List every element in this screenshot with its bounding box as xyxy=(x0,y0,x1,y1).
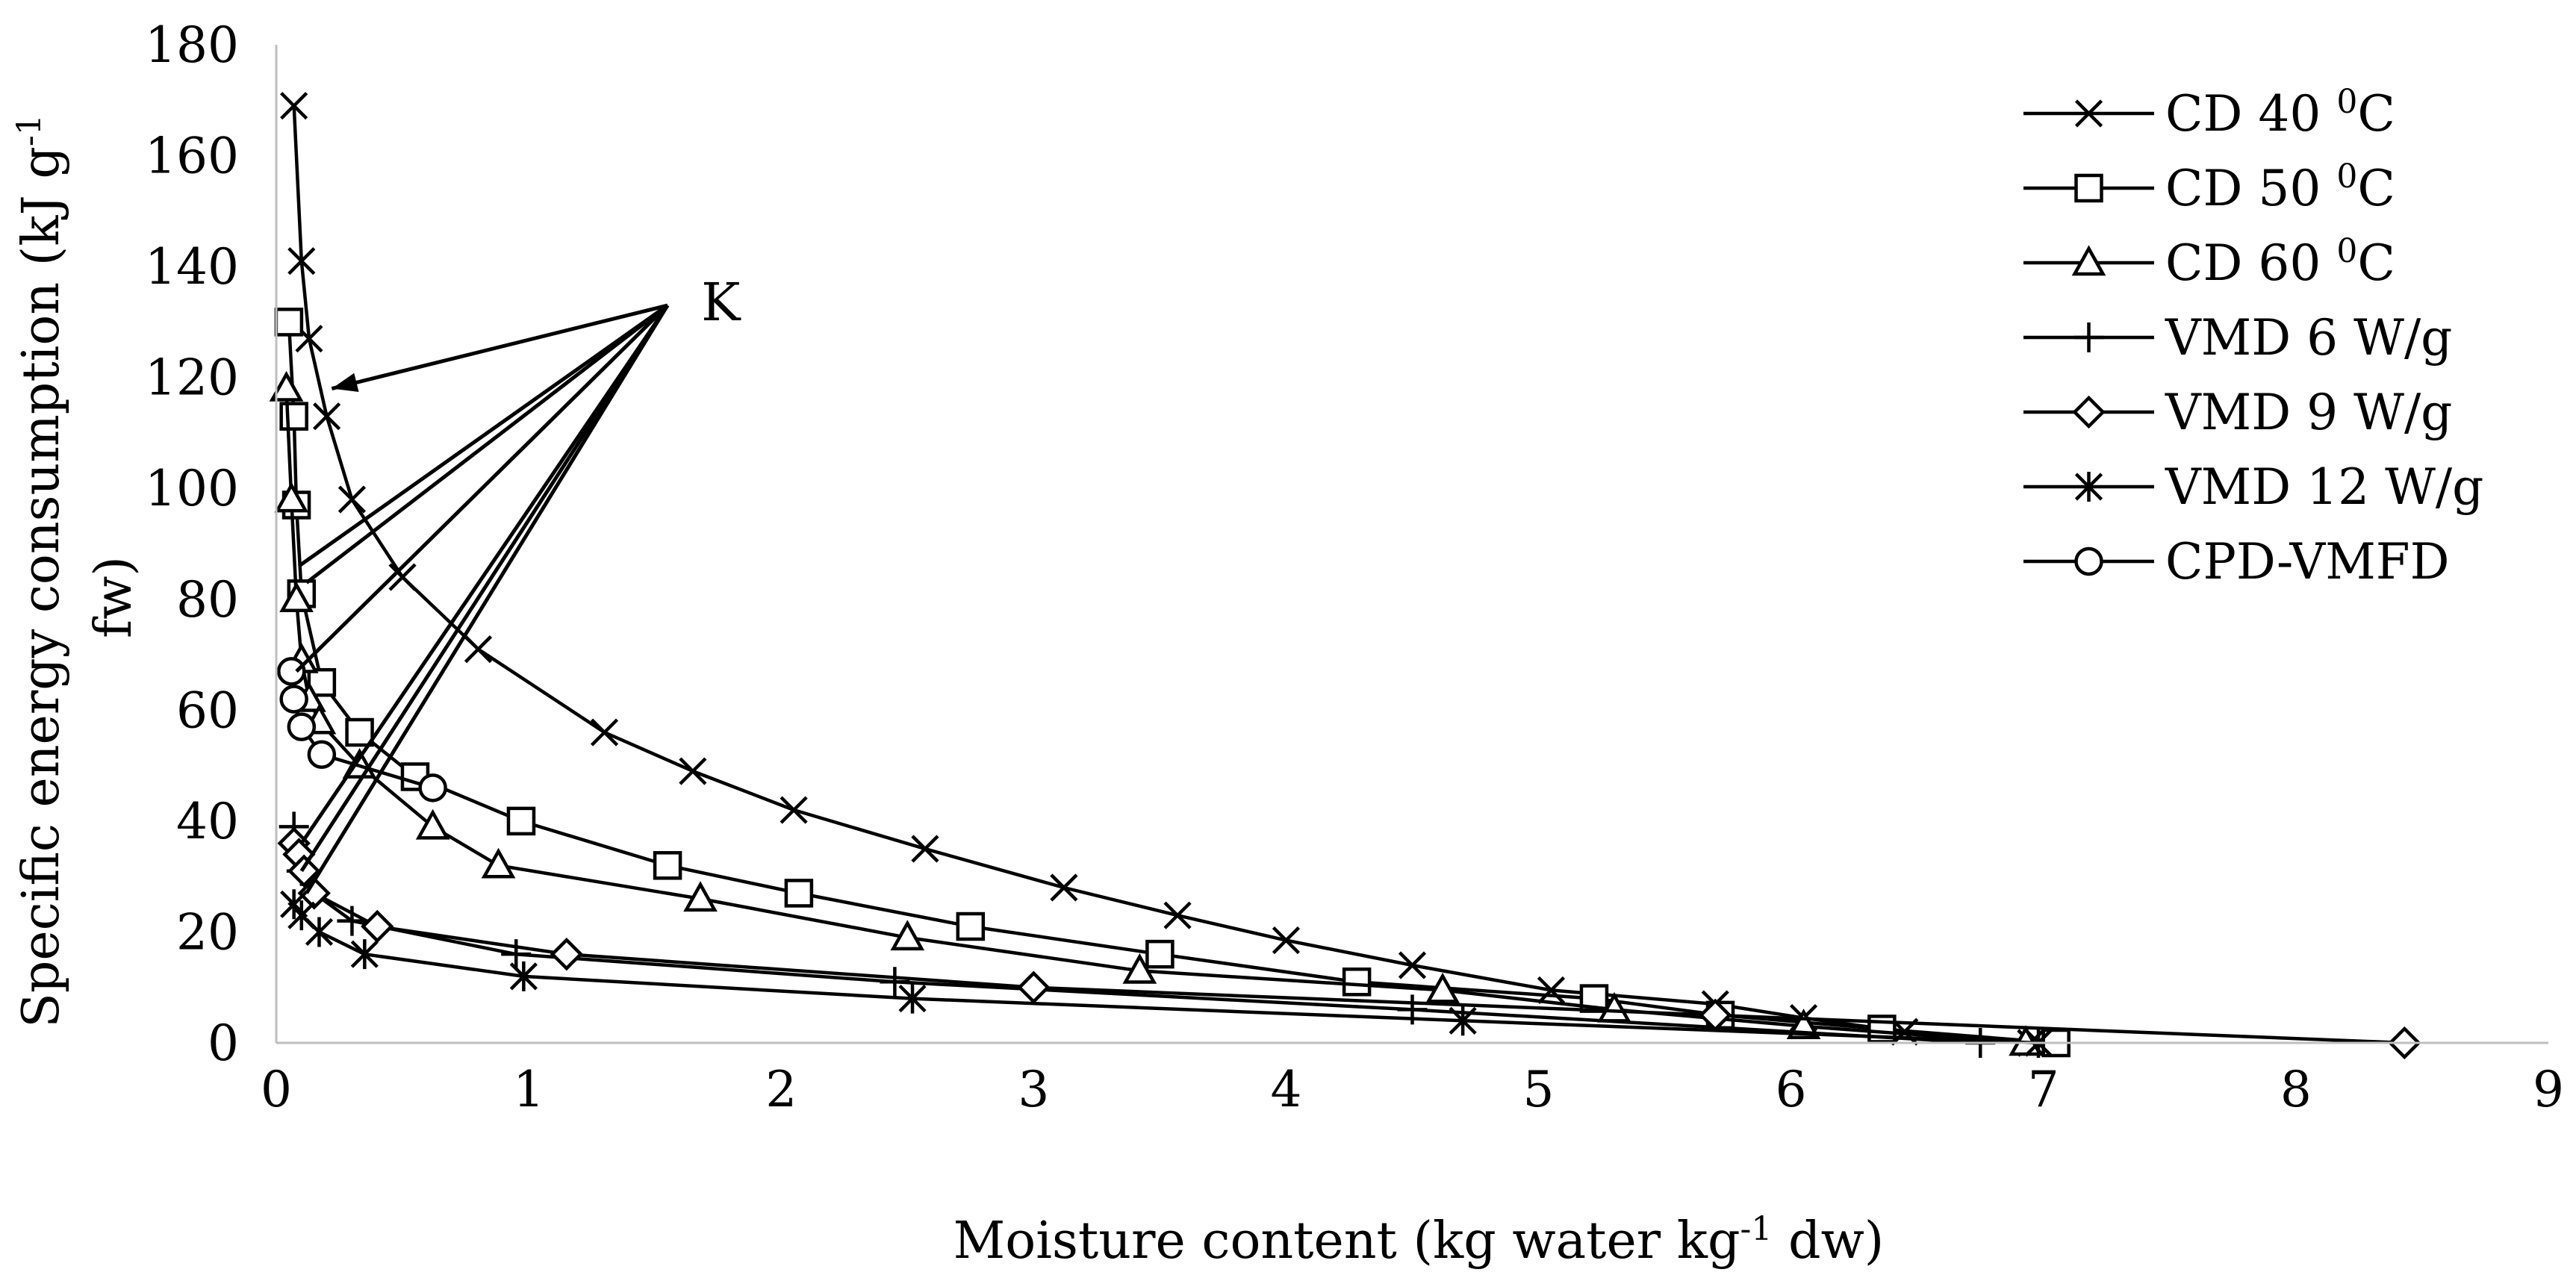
data-point xyxy=(306,917,332,947)
data-point xyxy=(912,836,938,861)
legend-label: CD 60 0C xyxy=(2165,232,2395,292)
x-tick-label: 4 xyxy=(1270,1061,1301,1118)
x-tick-label: 9 xyxy=(2533,1061,2564,1118)
data-point xyxy=(1147,941,1172,967)
annotation-k: K xyxy=(296,272,741,893)
x-tick-label: 1 xyxy=(513,1061,544,1118)
legend-label: VMD 6 W/g xyxy=(2165,309,2452,367)
y-tick-label: 20 xyxy=(176,903,239,961)
annotation-k-label: K xyxy=(701,272,741,333)
data-point xyxy=(1165,903,1190,928)
series-5 xyxy=(280,829,2419,1057)
x-tick-label: 7 xyxy=(2028,1061,2059,1118)
data-point xyxy=(508,808,534,834)
legend-item-3: CD 60 0C xyxy=(2023,232,2395,292)
data-point xyxy=(781,797,806,823)
y-tick-label: 80 xyxy=(176,571,239,629)
data-point xyxy=(420,775,446,800)
x-tick-label: 2 xyxy=(765,1061,797,1118)
y-tick-label: 100 xyxy=(145,460,239,517)
y-axis-title: Specific energy consumption (kJ g-1 xyxy=(10,114,71,1028)
data-point xyxy=(655,853,680,878)
x-tick-label: 0 xyxy=(261,1061,292,1118)
data-point xyxy=(281,686,307,711)
x-tick-label: 5 xyxy=(1523,1061,1555,1118)
legend-label: CD 40 0C xyxy=(2165,83,2395,143)
y-tick-label: 180 xyxy=(145,16,239,74)
data-point xyxy=(958,914,983,939)
data-point xyxy=(1019,973,1048,1002)
legend-item-4: VMD 6 W/g xyxy=(2023,309,2452,367)
data-point xyxy=(485,851,513,876)
data-point xyxy=(363,912,391,941)
series-1 xyxy=(281,93,2044,1056)
x-tick-label: 3 xyxy=(1018,1061,1049,1118)
data-point xyxy=(1344,969,1369,994)
arrow-head xyxy=(332,373,358,392)
annotation-arrow xyxy=(307,305,668,893)
y-axis-title-wrap: fw) xyxy=(84,556,143,638)
data-point xyxy=(1051,875,1077,900)
data-point xyxy=(276,309,302,334)
legend-item-6: VMD 12 W/g xyxy=(2023,458,2483,516)
series-2 xyxy=(276,309,2069,1056)
legend-marker xyxy=(2074,322,2104,352)
data-point xyxy=(289,714,314,740)
x-axis-title: Moisture content (kg water kg-1 dw) xyxy=(953,1210,1885,1271)
chart: K 0 1 2 3 4 5 6 7 8 9 0 20 40 60 80 100 120 140 160 180 Moi… xyxy=(0,0,2576,1287)
legend-label: CPD-VMFD xyxy=(2165,533,2450,590)
series-line xyxy=(294,106,2031,1043)
data-point xyxy=(680,758,706,784)
data-point xyxy=(347,720,373,745)
data-point xyxy=(314,404,340,429)
series-line xyxy=(294,844,2405,1043)
legend-item-7: CPD-VMFD xyxy=(2023,533,2450,590)
y-tick-label: 60 xyxy=(176,682,239,739)
data-point xyxy=(592,720,617,745)
plot-area xyxy=(273,93,2419,1058)
data-point xyxy=(279,658,304,684)
data-point xyxy=(309,742,335,767)
data-point xyxy=(339,487,364,512)
legend-item-1: CD 40 0C xyxy=(2023,83,2395,143)
series-line xyxy=(289,322,2056,1043)
legend-marker xyxy=(2076,549,2102,574)
legend-marker xyxy=(2076,175,2102,201)
annotation-arrow xyxy=(296,305,668,671)
data-point xyxy=(337,906,367,936)
data-point xyxy=(1273,928,1298,953)
legend-label: VMD 9 W/g xyxy=(2165,384,2452,441)
data-point xyxy=(465,637,491,662)
legend-item-5: VMD 9 W/g xyxy=(2023,384,2452,441)
data-point xyxy=(281,404,307,429)
x-tick-label: 8 xyxy=(2280,1061,2312,1118)
data-point xyxy=(786,880,812,906)
annotation-arrow xyxy=(299,305,668,566)
legend-label: VMD 12 W/g xyxy=(2165,458,2483,516)
y-tick-label: 160 xyxy=(145,128,239,185)
data-point xyxy=(553,940,581,968)
legend-marker xyxy=(2075,398,2103,426)
legend-item-2: CD 50 0C xyxy=(2023,158,2395,217)
y-tick-label: 40 xyxy=(176,793,239,850)
x-tick-label: 6 xyxy=(1776,1061,1807,1118)
y-tick-label: 120 xyxy=(145,349,239,407)
legend-label: CD 50 0C xyxy=(2165,158,2395,217)
annotation-arrow xyxy=(307,305,668,582)
legend: CD 40 0C CD 50 0C CD 60 0C VMD 6 W/g VMD 9 W… xyxy=(2023,83,2483,590)
y-tick-label: 0 xyxy=(208,1015,239,1072)
y-tick-label: 140 xyxy=(145,238,239,296)
